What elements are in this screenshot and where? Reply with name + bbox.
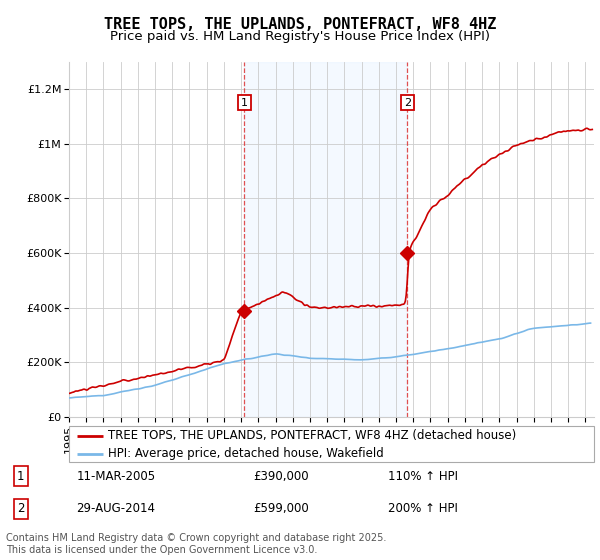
Text: 1: 1	[241, 97, 248, 108]
Bar	[244, 62, 407, 417]
Text: TREE TOPS, THE UPLANDS, PONTEFRACT, WF8 4HZ (detached house): TREE TOPS, THE UPLANDS, PONTEFRACT, WF8 …	[109, 430, 517, 442]
Text: 11-MAR-2005: 11-MAR-2005	[77, 469, 155, 483]
Text: 2: 2	[17, 502, 25, 516]
Text: £390,000: £390,000	[253, 469, 308, 483]
Text: 1: 1	[17, 469, 25, 483]
Text: 2: 2	[404, 97, 411, 108]
Text: Price paid vs. HM Land Registry's House Price Index (HPI): Price paid vs. HM Land Registry's House …	[110, 30, 490, 43]
Text: 29-AUG-2014: 29-AUG-2014	[77, 502, 155, 516]
FancyBboxPatch shape	[69, 426, 594, 462]
Text: 110% ↑ HPI: 110% ↑ HPI	[388, 469, 458, 483]
Text: HPI: Average price, detached house, Wakefield: HPI: Average price, detached house, Wake…	[109, 447, 384, 460]
Text: Contains HM Land Registry data © Crown copyright and database right 2025.
This d: Contains HM Land Registry data © Crown c…	[6, 533, 386, 555]
Text: 200% ↑ HPI: 200% ↑ HPI	[388, 502, 458, 516]
Text: £599,000: £599,000	[253, 502, 309, 516]
Text: TREE TOPS, THE UPLANDS, PONTEFRACT, WF8 4HZ: TREE TOPS, THE UPLANDS, PONTEFRACT, WF8 …	[104, 17, 496, 32]
